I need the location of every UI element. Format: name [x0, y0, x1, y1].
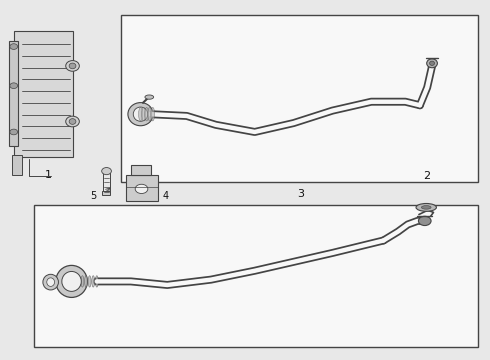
Ellipse shape — [47, 278, 54, 287]
Bar — [9, 41, 18, 146]
Ellipse shape — [430, 61, 435, 66]
Bar — [131, 165, 151, 175]
Ellipse shape — [147, 107, 151, 121]
Circle shape — [10, 129, 18, 135]
Ellipse shape — [66, 116, 79, 127]
Bar — [34, 205, 478, 347]
Ellipse shape — [427, 59, 438, 68]
Ellipse shape — [145, 107, 148, 121]
Text: 2: 2 — [424, 171, 431, 181]
Ellipse shape — [85, 276, 88, 287]
Ellipse shape — [81, 276, 84, 287]
Circle shape — [102, 167, 111, 175]
Ellipse shape — [142, 107, 146, 121]
Circle shape — [10, 83, 18, 89]
Ellipse shape — [416, 203, 437, 211]
Text: 1: 1 — [45, 170, 52, 180]
Bar — [12, 155, 22, 175]
Ellipse shape — [77, 276, 80, 287]
Circle shape — [418, 216, 431, 226]
Ellipse shape — [43, 274, 58, 290]
Bar — [14, 31, 73, 157]
Text: 4: 4 — [162, 191, 169, 201]
Ellipse shape — [96, 276, 98, 287]
Ellipse shape — [128, 103, 153, 126]
Ellipse shape — [56, 265, 87, 297]
Ellipse shape — [151, 107, 155, 121]
Ellipse shape — [66, 60, 79, 71]
Text: 5: 5 — [91, 191, 97, 201]
Ellipse shape — [421, 206, 431, 209]
Ellipse shape — [62, 271, 81, 291]
Ellipse shape — [139, 107, 143, 121]
Ellipse shape — [92, 276, 95, 287]
Circle shape — [135, 184, 148, 194]
Ellipse shape — [145, 95, 154, 99]
Ellipse shape — [69, 63, 76, 69]
Bar — [102, 191, 110, 195]
Ellipse shape — [88, 276, 91, 287]
Text: 3: 3 — [297, 189, 304, 198]
Circle shape — [10, 44, 18, 49]
Bar — [126, 175, 158, 201]
Ellipse shape — [69, 119, 76, 124]
Bar — [121, 14, 478, 182]
Ellipse shape — [133, 107, 148, 121]
